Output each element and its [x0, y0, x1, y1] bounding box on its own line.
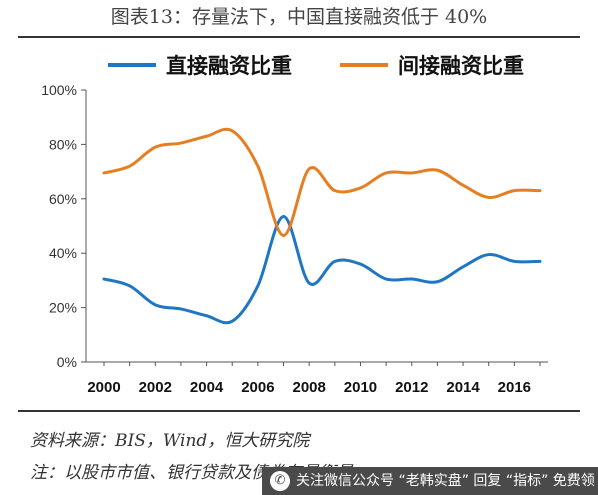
series-line-indirect [102, 127, 542, 238]
series-line-direct [102, 214, 542, 325]
x-tick-label: 2008 [292, 379, 325, 396]
y-tick-label: 0% [57, 354, 77, 370]
x-tick-label: 2006 [241, 379, 274, 396]
x-tick-label: 2000 [87, 379, 120, 396]
y-tick-label: 20% [49, 300, 77, 316]
promo-banner[interactable]: ✆ 关注微信公众号 “老韩实盘” 回复 “指标” 免费领 [262, 467, 598, 495]
top-rule [18, 36, 580, 38]
source-note: 资料来源：BIS，Wind，恒大研究院 [30, 431, 310, 451]
chart-title: 图表13：存量法下，中国直接融资低于 40% [110, 6, 488, 28]
y-tick-label: 80% [49, 136, 77, 152]
x-tick-label: 2002 [139, 379, 172, 396]
bottom-rule [18, 410, 580, 412]
legend-swatch-direct [108, 63, 156, 67]
line-chart: 0% 20% 40% 60% 80% 100% 2000 2002 2004 2006 2008 20… [41, 82, 548, 396]
legend: 直接融资比重 间接融资比重 [108, 50, 572, 80]
x-tick-label: 2010 [344, 379, 377, 396]
legend-label-indirect: 间接融资比重 [398, 53, 524, 78]
y-tick-label: 60% [49, 191, 77, 207]
y-tick-label: 40% [49, 245, 77, 261]
legend-swatch-indirect [340, 63, 388, 67]
x-tick-label: 2014 [446, 379, 480, 396]
legend-item-direct: 直接融资比重 [108, 50, 292, 80]
promo-banner-text: 关注微信公众号 “老韩实盘” 回复 “指标” 免费领 [296, 473, 595, 489]
legend-label-direct: 直接融资比重 [166, 53, 292, 78]
wechat-icon: ✆ [270, 471, 290, 491]
x-tick-label: 2016 [498, 379, 531, 396]
legend-item-indirect: 间接融资比重 [340, 50, 524, 80]
x-tick-label: 2012 [395, 379, 428, 396]
y-tick-label: 100% [41, 82, 77, 98]
x-tick-label: 2004 [190, 379, 224, 396]
